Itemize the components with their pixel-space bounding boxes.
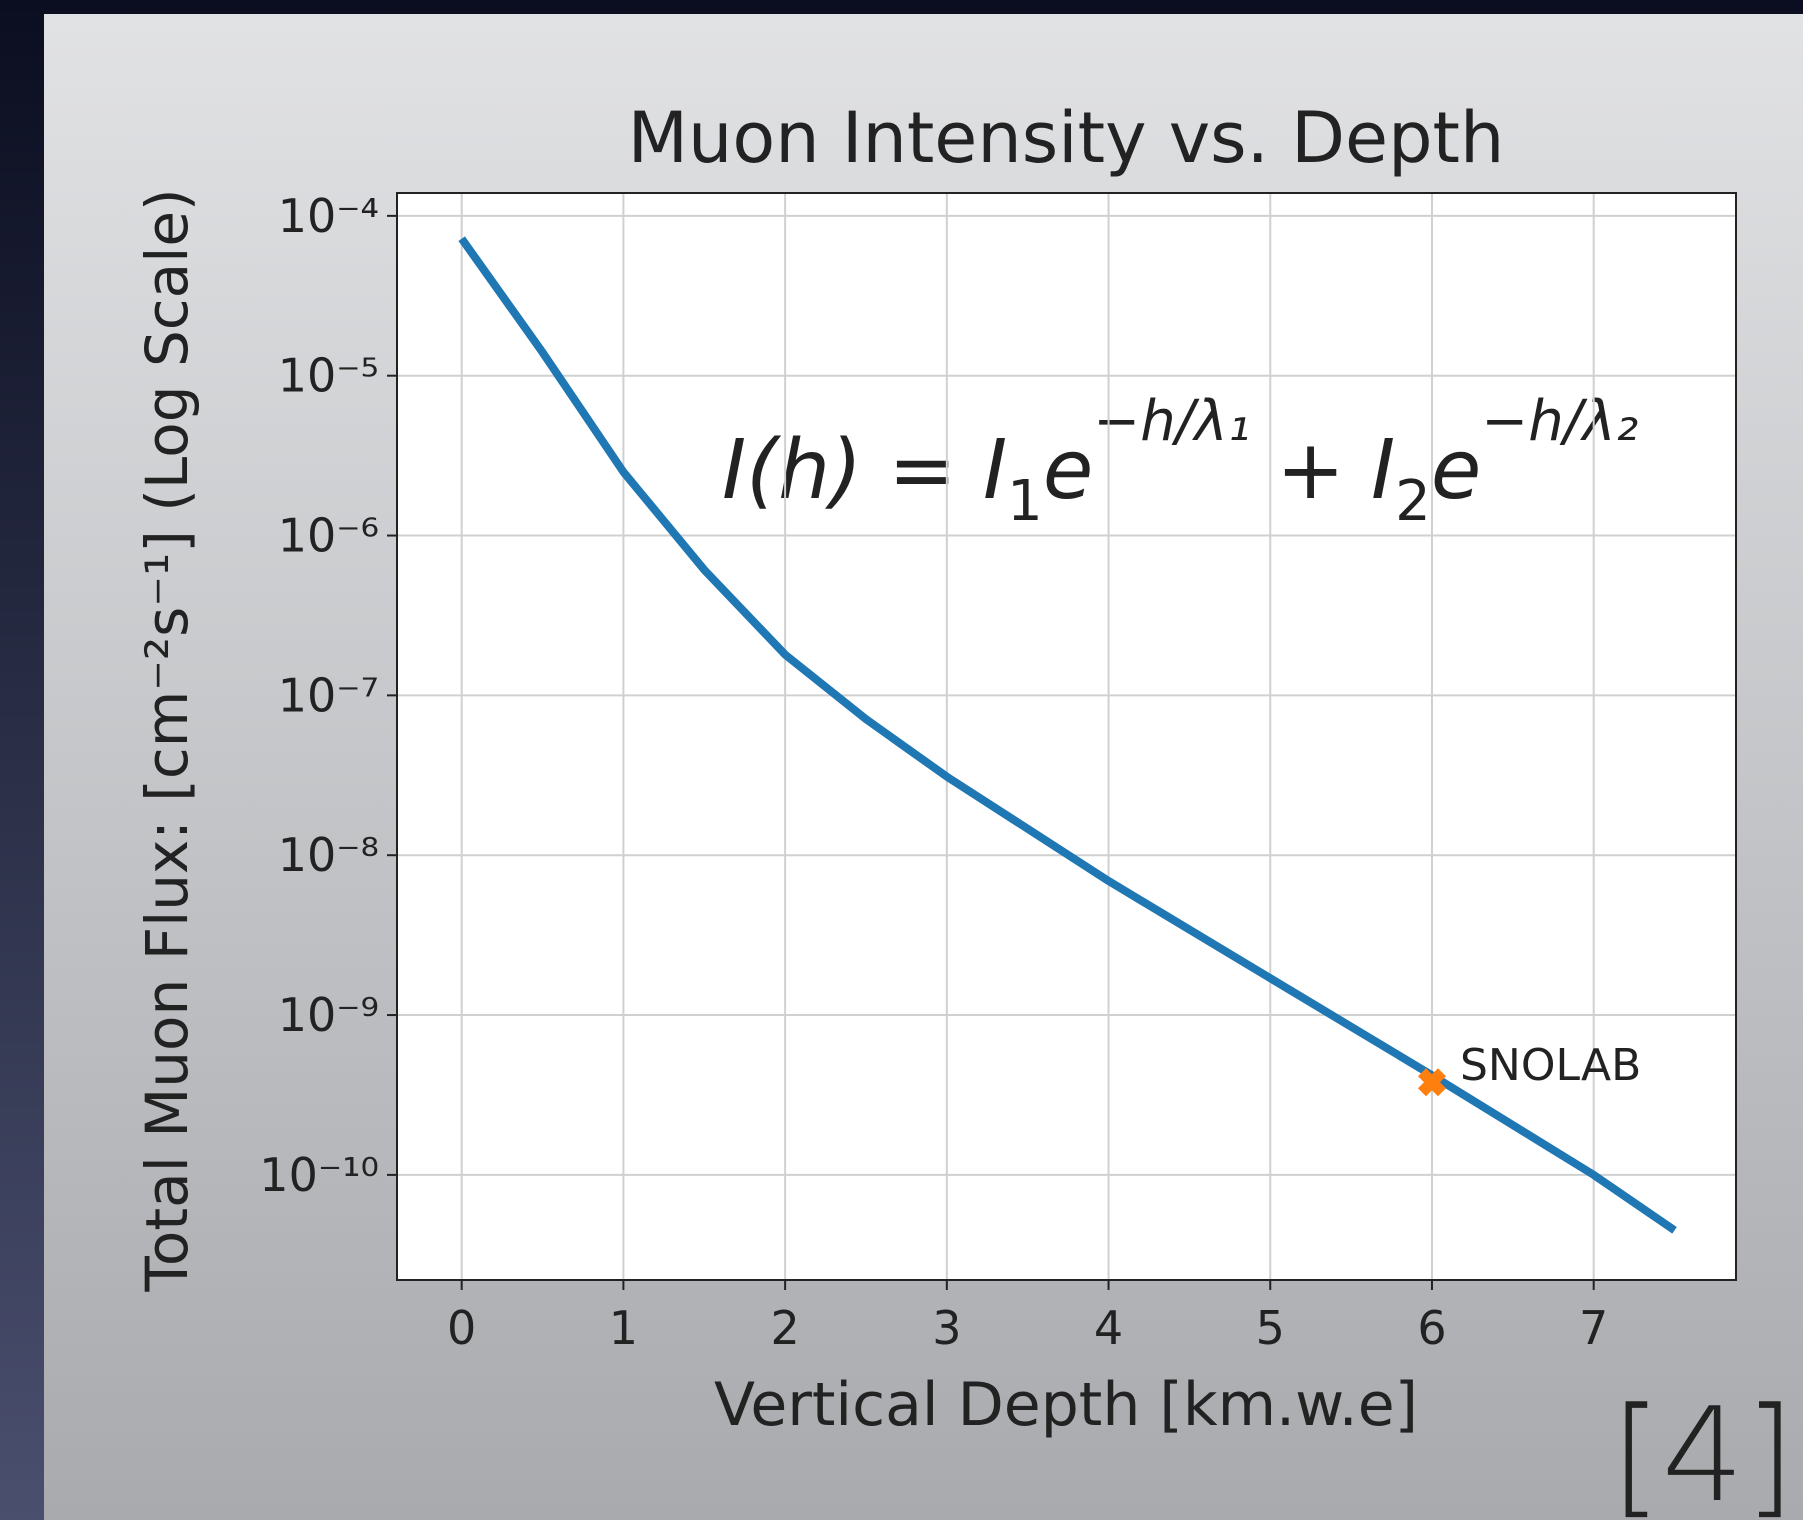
y-axis-label: Total Muon Flux: [cm⁻²s⁻¹] (Log Scale)	[133, 188, 201, 1292]
formula-part: 1	[1007, 469, 1043, 534]
point-label: SNOLAB	[1460, 1040, 1641, 1091]
chart-layer: 0 1 2 3 4 5 6 7 10⁻⁴ 10⁻⁵ 10⁻⁶ 10⁻⁷ 10⁻⁸ 10⁻⁹ 10⁻¹⁰ SNO…	[259, 189, 1737, 1355]
formula-part: 2	[1395, 469, 1431, 534]
x-tick-label: 0	[447, 1301, 476, 1355]
y-tick-label: 10⁻¹⁰	[259, 1148, 379, 1202]
y-tick-label: 10⁻⁶	[278, 509, 379, 563]
y-tick-label: 10⁻⁵	[278, 349, 379, 403]
chart-title: Muon Intensity vs. Depth	[628, 97, 1505, 179]
x-tick-label: 2	[770, 1301, 799, 1355]
x-axis-label: Vertical Depth [km.w.e]	[714, 1370, 1418, 1440]
marker-x	[1417, 1068, 1446, 1097]
x-tick-label: 1	[609, 1301, 638, 1355]
x-tick-label: 7	[1579, 1301, 1608, 1355]
citation: [4]	[1611, 1379, 1795, 1520]
formula-part: e	[1043, 423, 1093, 518]
formula-part: −h/λ₁	[1093, 389, 1250, 454]
plot-frame	[396, 192, 1737, 1281]
x-tick-label: 6	[1417, 1301, 1446, 1355]
x-tick-label: 5	[1256, 1301, 1285, 1355]
formula: I(h) = I1e−h/λ₁ + I2e−h/λ₂	[722, 389, 1638, 534]
y-tick-label: 10⁻⁷	[278, 668, 379, 722]
formula-part: I(h) = I	[722, 423, 1007, 518]
formula-part: −h/λ₂	[1481, 389, 1638, 454]
formula-part: + I	[1250, 423, 1395, 518]
plot-area	[397, 193, 1736, 1280]
x-tick-label: 4	[1094, 1301, 1123, 1355]
y-tick-label: 10⁻⁹	[278, 988, 379, 1042]
data-line	[458, 236, 1677, 1234]
y-tick-label: 10⁻⁴	[278, 189, 379, 243]
formula-part: e	[1431, 423, 1481, 518]
x-tick-label: 3	[932, 1301, 961, 1355]
y-tick-label: 10⁻⁸	[278, 828, 379, 882]
